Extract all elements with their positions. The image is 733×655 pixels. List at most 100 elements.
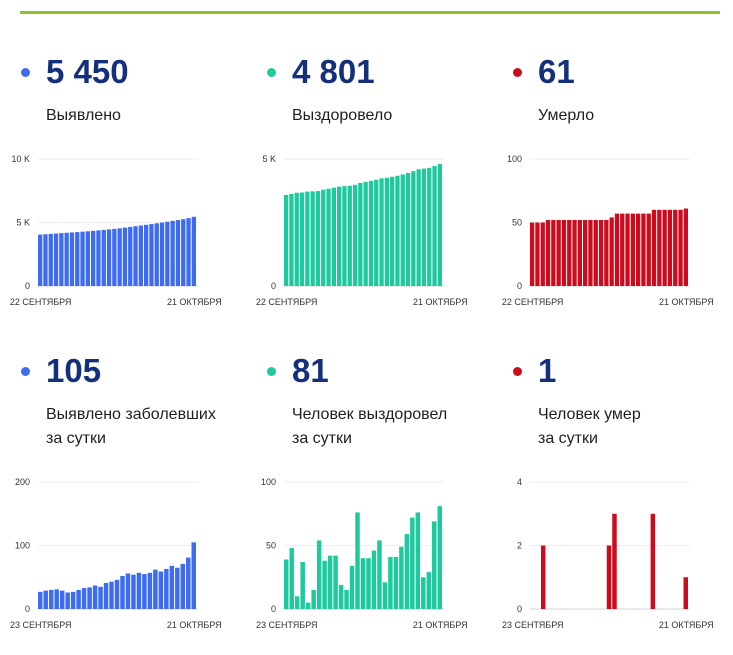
bar (149, 224, 154, 286)
label-line: Выявлено заболевших (46, 406, 216, 423)
bar (612, 513, 617, 609)
bar (299, 192, 305, 286)
bar (154, 223, 159, 286)
bar (368, 180, 374, 286)
bar (321, 189, 326, 286)
bar (572, 219, 577, 286)
bar (651, 209, 657, 286)
bar (437, 506, 442, 609)
bar (310, 191, 315, 286)
y-tick-label: 0 (271, 604, 276, 614)
y-tick-label: 50 (512, 218, 522, 228)
bar (388, 556, 393, 609)
bar (142, 574, 147, 609)
label-line: Человек выздоровел (292, 406, 448, 423)
bar (604, 219, 609, 286)
cases-dot-icon (20, 366, 30, 376)
bar (125, 573, 131, 609)
panel-cases-total: 5 450 Выявлено 0 5 K 10 K 22 СЕНТЯБРЯ 21 ОКТ… (0, 40, 240, 339)
panel-recovered-daily: 81 Человек выздоровел за сутки 0 50 100 23 … (246, 339, 486, 638)
bar (76, 589, 81, 609)
bar (437, 164, 442, 286)
bar (333, 555, 338, 609)
x-tick-label: 23 СЕНТЯБРЯ (502, 620, 564, 630)
panel-deaths-daily: 1 Человек умер за сутки 0 2 4 23 СЕНТЯБРЯ 21… (492, 339, 732, 638)
bar (371, 550, 377, 609)
bar (363, 181, 368, 286)
bar (338, 584, 344, 609)
x-tick-label: 21 ОКТЯБРЯ (413, 297, 468, 307)
bar (153, 569, 158, 609)
bar (289, 548, 294, 609)
bar (59, 233, 64, 286)
bar (128, 226, 133, 286)
bar (416, 169, 421, 286)
bar (180, 563, 186, 609)
bar (43, 590, 48, 609)
x-tick-label: 21 ОКТЯБРЯ (659, 620, 714, 630)
bar (404, 534, 410, 609)
bar (344, 589, 349, 609)
bar (175, 220, 181, 286)
bar (540, 222, 545, 286)
bar (65, 592, 70, 609)
bar (169, 565, 175, 609)
bar (405, 172, 411, 286)
cases-daily-value: 105 (46, 352, 102, 389)
bar (567, 219, 572, 286)
recovered-dot-icon (266, 67, 276, 77)
bar (390, 176, 395, 286)
bar (181, 219, 186, 286)
bar (673, 209, 678, 286)
bar (91, 230, 96, 286)
label-line: Выявлено (46, 107, 121, 124)
y-tick-label: 100 (15, 541, 30, 551)
bar (175, 567, 180, 609)
top-accent-line (20, 11, 720, 14)
bar (122, 227, 128, 286)
cases-total-label: Выявлено (46, 105, 121, 127)
bar (144, 224, 149, 286)
bar (165, 221, 170, 286)
bar (641, 213, 646, 286)
bar (379, 178, 384, 286)
bar (136, 572, 142, 609)
bar (551, 219, 556, 286)
bar (70, 591, 76, 609)
bar (620, 213, 625, 286)
recovered-daily-label: Человек выздоровел за сутки (292, 403, 447, 451)
bar (667, 209, 673, 286)
bar (352, 184, 358, 286)
deaths-total-chart: 0 50 100 22 СЕНТЯБРЯ 21 ОКТЯБРЯ (502, 154, 714, 307)
bar (81, 588, 87, 609)
bar (112, 228, 117, 286)
bar (399, 546, 404, 609)
bar (80, 231, 85, 286)
bar (583, 219, 588, 286)
x-tick-label: 21 ОКТЯБРЯ (413, 620, 468, 630)
bar (120, 575, 125, 609)
deaths-dot-icon (512, 366, 522, 376)
y-tick-label: 100 (507, 154, 522, 164)
cases-daily-label: Выявлено заболевших за сутки (46, 403, 216, 451)
bar (646, 213, 651, 286)
bar (535, 222, 540, 286)
bar (98, 586, 103, 609)
bar (683, 577, 688, 609)
x-tick-label: 21 ОКТЯБРЯ (659, 297, 714, 307)
bar (342, 186, 347, 286)
cases-daily-chart: 0 100 200 23 СЕНТЯБРЯ 21 ОКТЯБРЯ (10, 477, 222, 630)
bar (170, 220, 175, 286)
bar (636, 213, 641, 286)
bar (294, 596, 300, 609)
panel-recovered-total: 4 801 Выздоровело 0 5 K 22 СЕНТЯБРЯ 21 ОКТЯ… (246, 40, 486, 339)
bar (609, 217, 614, 286)
bar (556, 219, 561, 286)
bar (159, 222, 165, 286)
y-tick-label: 5 K (262, 154, 276, 164)
bar (347, 185, 352, 286)
bar (59, 590, 65, 609)
bar (577, 219, 582, 286)
bar (432, 521, 437, 609)
bar (294, 192, 299, 286)
